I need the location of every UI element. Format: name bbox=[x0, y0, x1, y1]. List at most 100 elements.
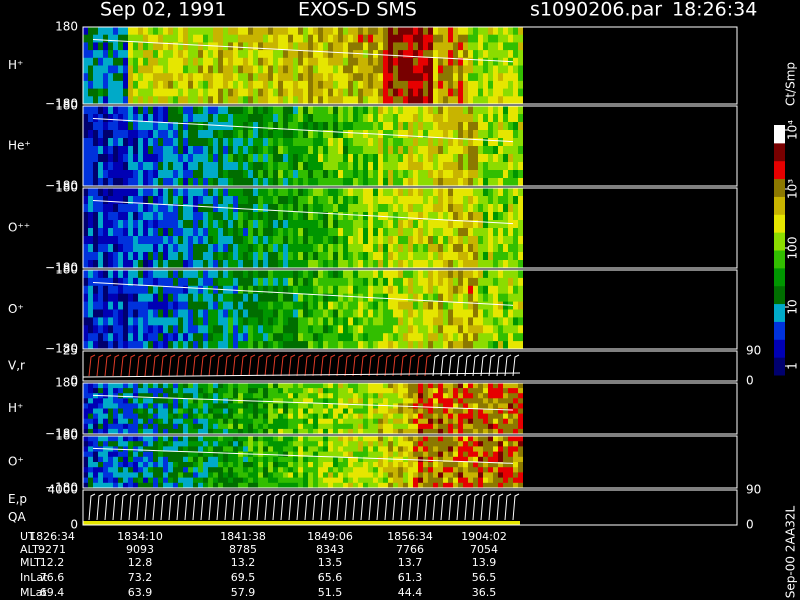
spectrogram-cell bbox=[398, 341, 403, 350]
spectrogram-cell bbox=[128, 441, 133, 447]
spectrogram-cell bbox=[468, 114, 473, 123]
spectrogram-cell bbox=[318, 477, 323, 484]
spectrogram-cell bbox=[283, 325, 288, 334]
spectrogram-cell bbox=[313, 436, 318, 442]
spectrogram-cell bbox=[233, 73, 238, 82]
spectrogram-cell bbox=[463, 293, 468, 303]
spectrogram-cell bbox=[383, 317, 388, 326]
spectrogram-cell bbox=[133, 462, 138, 468]
spectrogram-cell bbox=[483, 130, 488, 139]
spectrogram-cell bbox=[203, 482, 208, 489]
spectrogram-cell bbox=[163, 236, 168, 245]
spectrogram-cell bbox=[423, 34, 428, 43]
spectrogram-cell bbox=[378, 244, 383, 253]
spectrogram-cell bbox=[188, 50, 193, 59]
spectrogram-cell bbox=[143, 428, 148, 435]
spectrogram-cell bbox=[113, 383, 118, 389]
spike bbox=[256, 354, 264, 377]
spectrogram-cell bbox=[178, 451, 183, 458]
spectrogram-cell bbox=[453, 388, 458, 394]
spectrogram-cell bbox=[328, 403, 333, 409]
spectrogram-cell bbox=[283, 236, 288, 245]
spectrogram-cell bbox=[383, 146, 388, 155]
spectrogram-cell bbox=[478, 178, 483, 187]
spectrogram-cell bbox=[288, 228, 293, 237]
spectrogram-cell bbox=[493, 333, 498, 342]
spectrogram-cell bbox=[358, 285, 363, 295]
spectrogram-cell bbox=[258, 154, 263, 163]
spectrogram-cell bbox=[413, 418, 418, 425]
spectrogram-cell bbox=[283, 456, 288, 463]
spectrogram-cell bbox=[108, 196, 113, 205]
spectrogram-cell bbox=[93, 146, 98, 155]
spectrogram-cell bbox=[238, 27, 243, 36]
spectrogram-cell bbox=[213, 162, 218, 171]
spectrogram-cell bbox=[233, 325, 238, 334]
spectrogram-cell bbox=[513, 204, 518, 213]
spectrogram-cell bbox=[368, 154, 373, 163]
spectrogram-cell bbox=[213, 462, 218, 468]
panel-label: He⁺ bbox=[8, 139, 31, 153]
spectrogram-cell bbox=[473, 42, 478, 51]
spectrogram-cell bbox=[168, 154, 173, 163]
spike bbox=[512, 354, 520, 377]
spectrogram-cell bbox=[478, 73, 483, 82]
spectrogram-cell bbox=[403, 138, 408, 147]
spectrogram-cell bbox=[453, 285, 458, 295]
spectrogram-cell bbox=[223, 57, 228, 66]
spectrogram-cell bbox=[263, 204, 268, 213]
spectrogram-cell bbox=[178, 441, 183, 447]
spectrogram-cell bbox=[133, 436, 138, 442]
spectrogram-cell bbox=[83, 436, 88, 442]
spectrogram-cell bbox=[343, 293, 348, 303]
spectrogram-cell bbox=[343, 34, 348, 43]
spectrogram-cell bbox=[518, 252, 523, 261]
spectrogram-cell bbox=[333, 277, 338, 287]
spectrogram-cell bbox=[468, 252, 473, 261]
spectrogram-cell bbox=[328, 212, 333, 221]
spectrogram-cell bbox=[253, 456, 258, 463]
spectrogram-cell bbox=[278, 42, 283, 51]
spectrogram-cell bbox=[278, 57, 283, 66]
spectrogram-cell bbox=[103, 80, 108, 90]
spectrogram-cell bbox=[453, 138, 458, 147]
spectrogram-cell bbox=[448, 170, 453, 179]
spectrogram-cell bbox=[163, 80, 168, 90]
spectrogram-cell bbox=[158, 170, 163, 179]
spectrogram-cell bbox=[108, 236, 113, 245]
spectrogram-cell bbox=[113, 27, 118, 36]
spectrogram-cell bbox=[328, 42, 333, 51]
spectrogram-cell bbox=[143, 482, 148, 489]
spectrogram-cell bbox=[208, 462, 213, 468]
spectrogram-cell bbox=[368, 236, 373, 245]
spectrogram-cell bbox=[133, 212, 138, 221]
spectrogram-cell bbox=[118, 122, 123, 131]
spectrogram-cell bbox=[413, 114, 418, 123]
spectrogram-cell bbox=[313, 472, 318, 479]
spectrogram-cell bbox=[378, 236, 383, 245]
spectrogram-cell bbox=[418, 50, 423, 59]
spectrogram-cell bbox=[278, 162, 283, 171]
spectrogram-cell bbox=[353, 260, 358, 269]
spectrogram-cell bbox=[183, 285, 188, 295]
spectrogram-cell bbox=[513, 27, 518, 36]
spectrogram-cell bbox=[418, 88, 423, 97]
spectrogram-cell bbox=[93, 477, 98, 484]
spectrogram-cell bbox=[263, 57, 268, 66]
spectrogram-cell bbox=[253, 122, 258, 131]
spectrogram-cell bbox=[138, 236, 143, 245]
spectrogram-cell bbox=[453, 403, 458, 409]
spectrogram-cell bbox=[273, 408, 278, 415]
spectrogram-cell bbox=[123, 244, 128, 253]
spectrogram-cell bbox=[458, 88, 463, 97]
spectrogram-cell bbox=[108, 27, 113, 36]
spectrogram-cell bbox=[158, 34, 163, 43]
spectrogram-cell bbox=[398, 170, 403, 179]
spectrogram-cell bbox=[488, 178, 493, 187]
spectrogram-cell bbox=[318, 188, 323, 197]
spectrogram-cell bbox=[413, 146, 418, 155]
spectrogram-cell bbox=[83, 244, 88, 253]
spectrogram-cell bbox=[223, 408, 228, 415]
spectrogram-cell bbox=[143, 122, 148, 131]
spectrogram-cell bbox=[108, 428, 113, 435]
